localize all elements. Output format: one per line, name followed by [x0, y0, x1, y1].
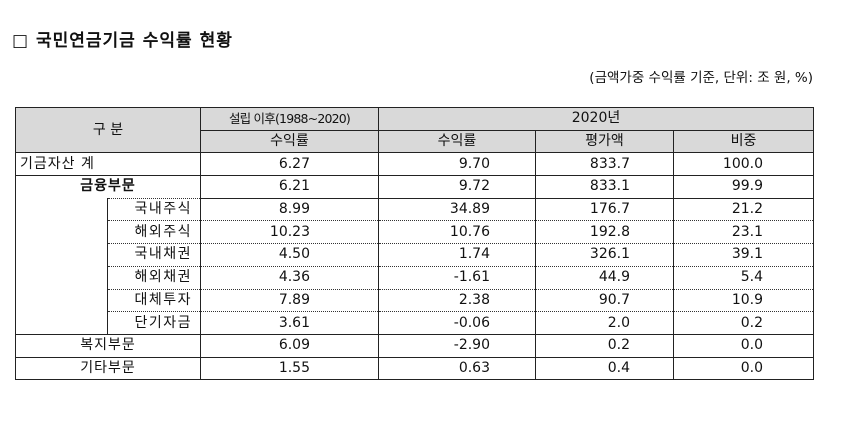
cell-weight: 100.0: [673, 152, 814, 177]
cell-valuation: 833.7: [535, 152, 674, 177]
row-label: 단기자금: [107, 311, 201, 335]
header-valuation: 평가액: [535, 129, 674, 154]
table-row: 기금자산 계 6.27 9.70 833.7 100.0: [15, 152, 814, 177]
cell-valuation: 90.7: [535, 288, 674, 313]
cell-weight: 10.9: [673, 288, 814, 313]
cell-weight: 99.9: [673, 175, 814, 199]
header-year: 2020년: [378, 107, 814, 131]
cell-return: -0.06: [378, 311, 536, 335]
header-weight: 비중: [673, 129, 814, 154]
cell-since: 6.27: [200, 152, 379, 177]
cell-valuation: 326.1: [535, 243, 674, 267]
row-label: 대체투자: [107, 288, 201, 313]
header-return-rate: 수익률: [200, 129, 379, 154]
table-row: 복지부문 6.09 -2.90 0.2 0.0: [15, 333, 814, 358]
cell-since: 7.89: [200, 288, 379, 313]
cell-return: 10.76: [378, 220, 536, 245]
cell-weight: 5.4: [673, 265, 814, 290]
table-row: 대체투자 7.89 2.38 90.7 10.9: [16, 288, 814, 313]
indent-spacer: [15, 198, 108, 335]
row-label: 국내채권: [107, 243, 201, 267]
row-label: 국내주식: [107, 197, 201, 222]
cell-valuation: 0.2: [535, 333, 674, 358]
cell-weight: 0.2: [673, 311, 814, 335]
cell-since: 4.36: [200, 265, 379, 290]
cell-since: 8.99: [200, 197, 379, 222]
cell-since: 3.61: [200, 311, 379, 335]
table-row: 해외채권 4.36 -1.61 44.9 5.4: [16, 265, 814, 290]
row-label: 기타부문: [15, 356, 201, 381]
cell-valuation: 2.0: [535, 311, 674, 335]
fund-return-table: 구 분 설립 이후(1988~2020) 2020년 수익률 수익률 평가액 비…: [15, 106, 814, 381]
unit-note: (금액가중 수익률 기준, 단위: 조 원, %): [589, 70, 813, 86]
table-row: 국내채권 4.50 1.74 326.1 39.1: [16, 243, 814, 267]
table-row: 단기자금 3.61 -0.06 2.0 0.2: [16, 311, 814, 335]
document-title: □ 국민연금기금 수익률 현황: [12, 31, 233, 51]
cell-return: 2.38: [378, 288, 536, 313]
cell-return: 1.74: [378, 243, 536, 267]
cell-valuation: 833.1: [535, 175, 674, 199]
cell-since: 10.23: [200, 220, 379, 245]
table-row: 국내주식 8.99 34.89 176.7 21.2: [15, 197, 814, 335]
cell-since: 6.21: [200, 175, 379, 199]
row-label: 해외채권: [107, 265, 201, 290]
cell-return: 9.70: [378, 152, 536, 177]
cell-return: 9.72: [378, 175, 536, 199]
table-row: 기타부문 1.55 0.63 0.4 0.0: [15, 356, 814, 381]
cell-weight: 0.0: [673, 356, 814, 381]
cell-return: 34.89: [378, 197, 536, 222]
cell-return: 0.63: [378, 356, 536, 381]
cell-weight: 23.1: [673, 220, 814, 245]
row-label: 기금자산 계: [15, 152, 201, 177]
cell-weight: 0.0: [673, 333, 814, 358]
header-return-rate-2020: 수익률: [378, 129, 536, 154]
cell-weight: 21.2: [673, 197, 814, 222]
header-since-inception: 설립 이후(1988~2020): [200, 107, 379, 131]
cell-valuation: 0.4: [535, 356, 674, 381]
row-label: 해외주식: [107, 220, 201, 245]
cell-valuation: 176.7: [535, 197, 674, 222]
cell-weight: 39.1: [673, 243, 814, 267]
header-category: 구 분: [15, 106, 201, 154]
cell-since: 4.50: [200, 243, 379, 267]
table-row: 해외주식 10.23 10.76 192.8 23.1: [16, 220, 814, 245]
cell-return: -2.90: [378, 333, 536, 358]
cell-since: 1.55: [200, 356, 379, 381]
header-row-1: 구 분 설립 이후(1988~2020) 2020년: [15, 106, 814, 154]
cell-since: 6.09: [200, 333, 379, 358]
row-label: 복지부문: [15, 333, 201, 358]
header-row-2: 수익률 수익률 평가액 비중: [16, 129, 814, 154]
cell-valuation: 192.8: [535, 220, 674, 245]
cell-valuation: 44.9: [535, 265, 674, 290]
row-label: 금융부문: [15, 175, 201, 199]
cell-return: -1.61: [378, 265, 536, 290]
table-row: 금융부문 6.21 9.72 833.1 99.9: [15, 175, 814, 199]
